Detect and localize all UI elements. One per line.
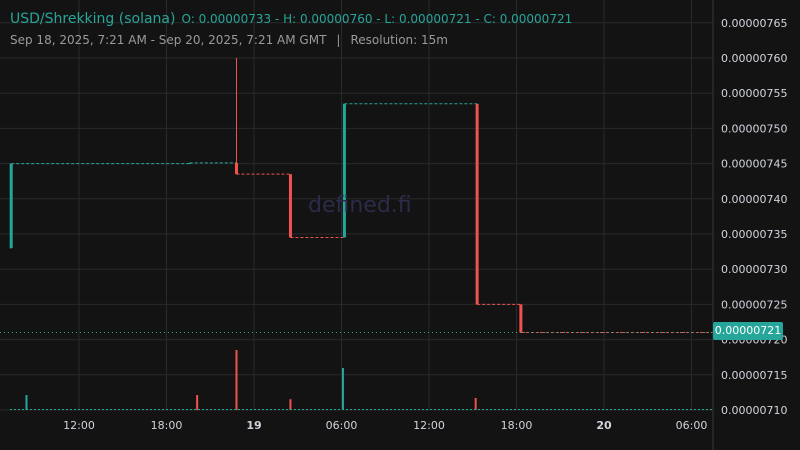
x-tick-label: 12:00 [413, 419, 445, 432]
volume-bar [235, 350, 238, 410]
candle-body [475, 103, 479, 305]
date-range: Sep 18, 2025, 7:21 AM - Sep 20, 2025, 7:… [10, 33, 327, 47]
y-tick-label: 0.00000730 [721, 263, 787, 276]
ohlc-values: O: 0.00000733 - H: 0.00000760 - L: 0.000… [181, 12, 573, 26]
candle-body [288, 174, 292, 238]
y-tick-label: 0.00000760 [721, 52, 787, 65]
resolution[interactable]: Resolution: 15m [350, 33, 448, 47]
y-tick-label: 0.00000710 [721, 404, 787, 417]
candle-body [519, 304, 523, 333]
y-tick-label: 0.00000745 [721, 158, 787, 171]
y-tick-label: 0.00000715 [721, 369, 787, 382]
watermark: defined.fi [308, 193, 412, 218]
y-tick-label: 0.00000750 [721, 122, 787, 135]
candle-body [342, 103, 346, 238]
chart-header: USD/Shrekking (solana) O: 0.00000733 - H:… [10, 11, 572, 27]
chart-subheader: Sep 18, 2025, 7:21 AM - Sep 20, 2025, 7:… [10, 33, 448, 47]
x-tick-label: 18:00 [151, 419, 183, 432]
y-tick-label: 0.00000725 [721, 298, 787, 311]
y-tick-label: 0.00000755 [721, 87, 787, 100]
x-tick-label: 20 [596, 419, 612, 432]
last-price-label: 0.00000721 [713, 322, 783, 340]
y-tick-label: 0.00000735 [721, 228, 787, 241]
candle-body [235, 162, 238, 175]
x-tick-label: 18:00 [501, 419, 533, 432]
volume-bar [289, 399, 292, 410]
separator: | [336, 33, 341, 47]
x-axis[interactable]: 12:00 18:00 19 06:00 12:00 18:00 20 06:00 [63, 419, 707, 432]
y-tick-label: 0.00000765 [721, 17, 787, 30]
volume-bar [341, 368, 344, 410]
x-tick-label: 12:00 [63, 419, 95, 432]
pair-title[interactable]: USD/Shrekking (solana) [10, 11, 176, 27]
x-tick-label: 19 [246, 419, 261, 432]
x-tick-label: 06:00 [326, 419, 358, 432]
volume-bar [196, 395, 199, 410]
volume-bars [10, 350, 713, 410]
x-tick-label: 06:00 [676, 419, 708, 432]
volume-bar [25, 395, 28, 410]
y-axis[interactable]: 0.00000765 0.00000760 0.00000755 0.00000750… [721, 17, 787, 417]
candle-body [9, 163, 13, 249]
y-tick-label: 0.00000740 [721, 193, 787, 206]
volume-bar [474, 398, 477, 410]
